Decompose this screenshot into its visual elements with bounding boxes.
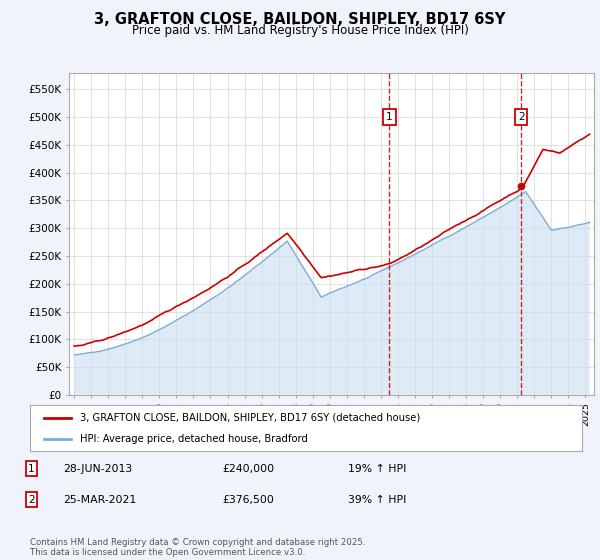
Text: HPI: Average price, detached house, Bradford: HPI: Average price, detached house, Brad… [80, 434, 308, 444]
Text: £376,500: £376,500 [222, 494, 274, 505]
Text: 3, GRAFTON CLOSE, BAILDON, SHIPLEY, BD17 6SY (detached house): 3, GRAFTON CLOSE, BAILDON, SHIPLEY, BD17… [80, 413, 420, 423]
Text: 19% ↑ HPI: 19% ↑ HPI [348, 464, 406, 474]
Text: Contains HM Land Registry data © Crown copyright and database right 2025.
This d: Contains HM Land Registry data © Crown c… [30, 538, 365, 557]
Text: 3, GRAFTON CLOSE, BAILDON, SHIPLEY, BD17 6SY: 3, GRAFTON CLOSE, BAILDON, SHIPLEY, BD17… [94, 12, 506, 27]
Text: £240,000: £240,000 [222, 464, 274, 474]
Text: 2: 2 [28, 494, 35, 505]
Text: 25-MAR-2021: 25-MAR-2021 [63, 494, 136, 505]
Text: 1: 1 [28, 464, 35, 474]
Text: 1: 1 [386, 112, 392, 122]
Text: 28-JUN-2013: 28-JUN-2013 [63, 464, 132, 474]
Text: Price paid vs. HM Land Registry's House Price Index (HPI): Price paid vs. HM Land Registry's House … [131, 24, 469, 36]
Text: 2: 2 [518, 112, 524, 122]
Text: 39% ↑ HPI: 39% ↑ HPI [348, 494, 406, 505]
